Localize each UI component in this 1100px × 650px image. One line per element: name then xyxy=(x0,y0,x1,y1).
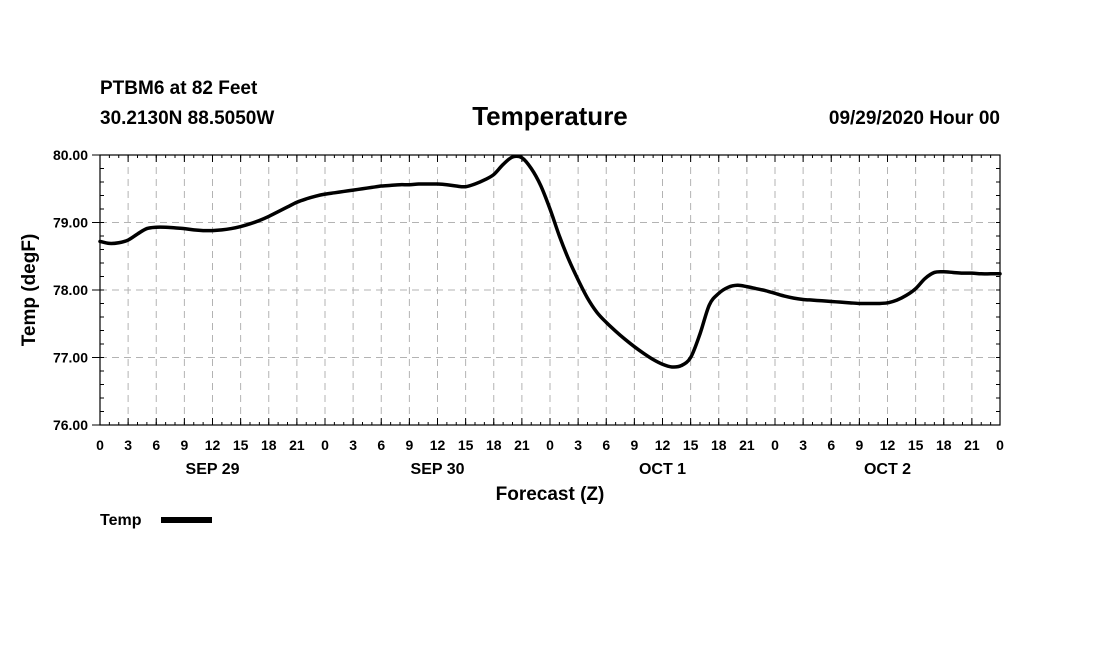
grid-lines xyxy=(100,155,1000,425)
x-tick-label: 3 xyxy=(124,437,132,453)
x-tick-label: 21 xyxy=(964,437,980,453)
x-tick-label: 0 xyxy=(546,437,554,453)
x-tick-label: 0 xyxy=(996,437,1004,453)
x-tick-label: 12 xyxy=(880,437,896,453)
series-line-temp xyxy=(98,154,1002,369)
x-tick-label: 18 xyxy=(486,437,502,453)
x-tick-label: 0 xyxy=(96,437,104,453)
y-tick-label: 80.00 xyxy=(53,147,88,163)
x-tick-label: 21 xyxy=(514,437,530,453)
y-tick-label: 76.00 xyxy=(53,417,88,433)
x-tick-label: 15 xyxy=(458,437,474,453)
x-tick-label: 12 xyxy=(205,437,221,453)
legend-label-temp: Temp xyxy=(100,512,142,529)
run-time-label: 09/29/2020 Hour 00 xyxy=(829,108,1000,129)
x-tick-label: 21 xyxy=(289,437,305,453)
day-label: OCT 1 xyxy=(639,461,686,478)
x-tick-label: 6 xyxy=(602,437,610,453)
y-tick-label: 78.00 xyxy=(53,282,88,298)
x-tick-label: 12 xyxy=(655,437,671,453)
x-tick-label: 21 xyxy=(739,437,755,453)
x-tick-label: 15 xyxy=(233,437,249,453)
coordinates-label: 30.2130N 88.5050W xyxy=(100,108,274,129)
x-tick-label: 0 xyxy=(321,437,329,453)
y-tick-label: 77.00 xyxy=(53,350,88,366)
x-tick-label: 15 xyxy=(683,437,699,453)
x-tick-label: 6 xyxy=(377,437,385,453)
x-tick-label: 3 xyxy=(349,437,357,453)
x-tick-label: 6 xyxy=(152,437,160,453)
day-labels: SEP 29 SEP 30 OCT 1 OCT 2 xyxy=(186,461,912,478)
y-tick-labels: 76.00 77.00 78.00 79.00 80.00 xyxy=(53,147,88,433)
day-label: OCT 2 xyxy=(864,461,911,478)
axis-ticks xyxy=(92,154,1001,426)
series-layer xyxy=(98,154,1002,369)
x-tick-label: 0 xyxy=(771,437,779,453)
x-tick-label: 15 xyxy=(908,437,924,453)
x-tick-label: 12 xyxy=(430,437,446,453)
x-tick-label: 18 xyxy=(936,437,952,453)
x-axis-label: Forecast (Z) xyxy=(496,484,605,505)
legend: Temp xyxy=(100,512,212,529)
station-label: PTBM6 at 82 Feet xyxy=(100,78,258,99)
x-tick-label: 3 xyxy=(799,437,807,453)
day-label: SEP 30 xyxy=(411,461,465,478)
x-tick-label: 3 xyxy=(574,437,582,453)
x-tick-label: 9 xyxy=(405,437,413,453)
chart-title: Temperature xyxy=(472,101,628,131)
x-tick-label: 18 xyxy=(261,437,277,453)
x-tick-labels: 0 3 6 9 12 15 18 21 0 3 6 9 12 15 18 21 0 3 6 9 12 15 18 21 0 3 6 9… xyxy=(96,437,1004,453)
x-tick-label: 9 xyxy=(855,437,863,453)
y-tick-label: 79.00 xyxy=(53,215,88,231)
x-tick-label: 9 xyxy=(630,437,638,453)
day-label: SEP 29 xyxy=(186,461,240,478)
x-tick-label: 6 xyxy=(827,437,835,453)
y-axis-label: Temp (degF) xyxy=(19,234,40,347)
x-tick-label: 18 xyxy=(711,437,727,453)
x-tick-label: 9 xyxy=(180,437,188,453)
